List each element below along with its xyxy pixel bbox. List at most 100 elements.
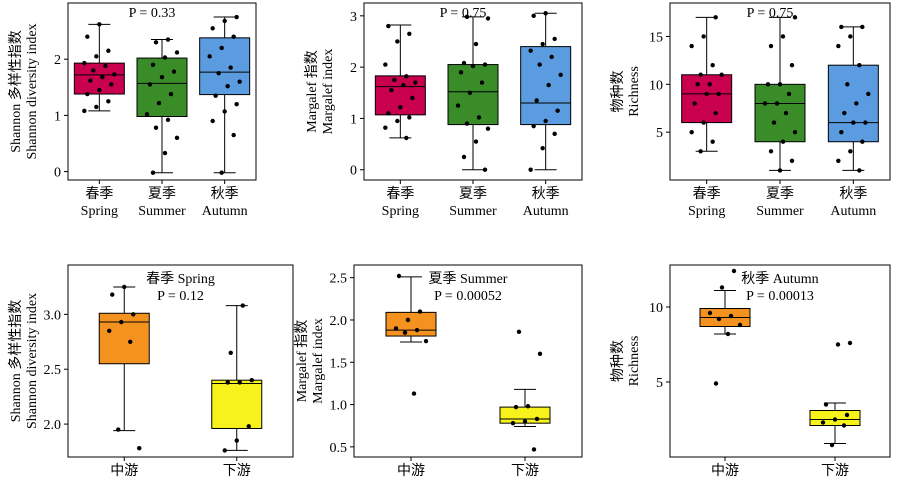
data-point bbox=[719, 285, 725, 290]
axes-frame bbox=[353, 264, 583, 458]
panel-e: 0.5 1.0 1.5 2.0 2.5 Margalef 指数Margalef index… bbox=[294, 264, 583, 482]
data-point bbox=[823, 402, 829, 407]
data-point bbox=[234, 438, 239, 443]
y-tick-label: 1.5 bbox=[330, 356, 348, 371]
data-point bbox=[210, 118, 215, 124]
box-summer bbox=[754, 16, 806, 171]
data-point bbox=[768, 43, 774, 49]
x-tick-label-zh: 中游 bbox=[397, 463, 425, 479]
data-point bbox=[698, 72, 703, 77]
data-point bbox=[710, 139, 715, 144]
data-point bbox=[728, 313, 734, 319]
data-point bbox=[213, 93, 218, 98]
iqr-box bbox=[136, 57, 188, 118]
y-axis-label-zh: Margalef 指数 bbox=[304, 50, 320, 133]
data-point bbox=[737, 322, 743, 328]
y-tick-label: 2 bbox=[54, 53, 61, 68]
data-point bbox=[780, 34, 786, 39]
data-point bbox=[249, 378, 254, 383]
x-tick-label-en: Autumn bbox=[830, 204, 876, 219]
x-tick-label-zh: 夏季 bbox=[148, 186, 176, 202]
panel-b: 0 1 2 3 Margalef 指数Margalef index 春季 Spring 夏季 S… bbox=[304, 2, 583, 219]
data-point bbox=[386, 111, 391, 116]
data-point bbox=[162, 55, 168, 60]
data-point bbox=[234, 101, 239, 107]
data-point bbox=[464, 14, 470, 20]
y-tick-label: 10 bbox=[649, 78, 663, 93]
panel-title: 夏季 Summer bbox=[429, 271, 508, 287]
iqr-box bbox=[681, 74, 733, 124]
data-point bbox=[829, 442, 835, 448]
data-point bbox=[455, 103, 461, 108]
data-point bbox=[719, 72, 724, 77]
x-tick-label-zh: 秋季 bbox=[211, 186, 239, 202]
x-tick-label-zh: 秋季 bbox=[532, 186, 560, 202]
data-point bbox=[534, 416, 540, 422]
data-point bbox=[857, 168, 862, 173]
data-point bbox=[137, 446, 142, 451]
y-axis-label-en: Richness bbox=[627, 336, 642, 387]
data-point bbox=[94, 54, 99, 59]
axes-frame bbox=[669, 264, 891, 458]
x-tick-label-en: Spring bbox=[688, 204, 725, 219]
data-point bbox=[100, 74, 105, 80]
panel-f: 510物种数Richness中游Midstream下游Downstream秋季 … bbox=[610, 264, 891, 482]
iqr-box bbox=[385, 311, 437, 337]
data-point bbox=[461, 154, 467, 160]
data-point bbox=[103, 63, 108, 69]
y-tick-label: 2.5 bbox=[330, 272, 348, 287]
data-point bbox=[174, 135, 180, 141]
data-point bbox=[543, 11, 548, 16]
data-point bbox=[150, 170, 156, 175]
x-tick-label-zh: 春季 bbox=[693, 186, 721, 202]
panel-title: 春季 Spring bbox=[146, 271, 215, 287]
box-midstream bbox=[699, 290, 751, 335]
data-point bbox=[458, 70, 464, 75]
data-point bbox=[407, 31, 412, 36]
data-point bbox=[109, 82, 114, 87]
data-point bbox=[704, 91, 709, 97]
data-point bbox=[768, 149, 774, 154]
data-point bbox=[237, 380, 242, 385]
data-point bbox=[692, 101, 697, 106]
data-point bbox=[165, 117, 171, 123]
data-point bbox=[555, 108, 560, 113]
data-point bbox=[786, 91, 792, 97]
box-autumn bbox=[520, 12, 572, 171]
data-point bbox=[549, 54, 554, 60]
data-point bbox=[485, 126, 491, 131]
data-point bbox=[558, 72, 563, 78]
data-point bbox=[467, 90, 473, 95]
data-point bbox=[207, 54, 212, 59]
box-midstream bbox=[98, 286, 150, 432]
y-tick-label: 3.0 bbox=[44, 308, 62, 323]
data-point bbox=[836, 43, 841, 49]
y-tick-label: 15 bbox=[649, 30, 663, 45]
data-point bbox=[237, 79, 242, 84]
data-point bbox=[780, 139, 786, 144]
p-value-label: P = 0.00052 bbox=[434, 289, 502, 304]
y-tick-label: 1.0 bbox=[330, 399, 348, 414]
data-point bbox=[407, 115, 412, 120]
box-spring bbox=[374, 24, 426, 139]
x-tick-label-zh: 中游 bbox=[110, 463, 138, 479]
data-point bbox=[851, 120, 856, 125]
data-point bbox=[106, 48, 111, 53]
x-tick-label-zh: 中游 bbox=[711, 463, 739, 479]
data-point bbox=[131, 312, 136, 317]
data-point bbox=[839, 24, 844, 30]
data-point bbox=[423, 338, 429, 344]
data-point bbox=[246, 424, 251, 429]
y-axis-label-zh: Margalef 指数 bbox=[294, 320, 310, 403]
x-tick-label-en: Autumn bbox=[202, 204, 248, 219]
data-point bbox=[482, 167, 488, 172]
data-point bbox=[228, 65, 233, 70]
data-point bbox=[789, 158, 795, 164]
y-axis-label-en: Margalef index bbox=[321, 49, 336, 135]
y-tick-label: 10 bbox=[649, 301, 663, 316]
data-point bbox=[404, 135, 409, 141]
data-point bbox=[159, 74, 165, 80]
data-point bbox=[531, 123, 536, 129]
data-point bbox=[848, 149, 853, 154]
